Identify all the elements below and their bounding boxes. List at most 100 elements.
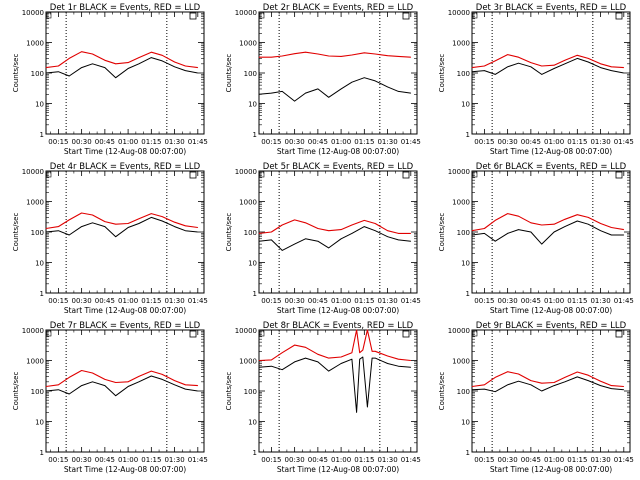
lld-point bbox=[328, 230, 330, 232]
lld-point bbox=[600, 63, 601, 65]
events-point bbox=[577, 58, 578, 59]
events-point bbox=[611, 388, 612, 389]
y-tick-label: 100 bbox=[244, 229, 257, 237]
lld-point bbox=[305, 347, 306, 348]
y-tick-label: 10000 bbox=[22, 327, 44, 335]
corner-marker bbox=[259, 12, 265, 19]
marker-box bbox=[189, 12, 197, 20]
x-tick-label: 01:15 bbox=[141, 138, 161, 146]
x-tick-label: 00:15 bbox=[261, 138, 281, 146]
marker-box bbox=[402, 12, 410, 20]
lld-point bbox=[81, 370, 82, 371]
lld-point bbox=[611, 385, 612, 386]
events-point bbox=[530, 384, 532, 386]
x-tick-label: 01:15 bbox=[567, 456, 587, 464]
events-point bbox=[68, 75, 70, 77]
events-point bbox=[92, 381, 93, 383]
lld-point bbox=[530, 380, 532, 381]
lld-point bbox=[305, 222, 306, 224]
lld-point bbox=[387, 230, 388, 232]
lld-point bbox=[174, 221, 175, 223]
events-point bbox=[104, 385, 106, 386]
x-tick-label: 01:00 bbox=[118, 456, 138, 464]
panel-1: Det 1r BLACK = Events, RED = LLD 1 10 100 10… bbox=[12, 3, 208, 156]
x-tick-label: 00:45 bbox=[521, 138, 541, 146]
lld-point bbox=[553, 382, 555, 383]
events-point bbox=[197, 72, 199, 74]
corner-marker bbox=[472, 12, 478, 19]
events-point bbox=[305, 92, 306, 94]
lld-point bbox=[577, 55, 578, 56]
events-point bbox=[58, 389, 59, 391]
events-point bbox=[374, 357, 376, 359]
x-tick-label: 01:45 bbox=[401, 456, 421, 464]
lld-point bbox=[410, 360, 412, 361]
events-point bbox=[68, 234, 70, 236]
events-point bbox=[258, 240, 260, 242]
marker-box bbox=[615, 12, 623, 20]
y-axis-label: Counts/sec bbox=[438, 54, 446, 93]
lld-point bbox=[58, 384, 59, 386]
panel-title: Det 6r BLACK = Events, RED = LLD bbox=[476, 162, 627, 172]
events-point bbox=[623, 234, 625, 236]
events-point bbox=[471, 71, 473, 73]
lld-point bbox=[410, 56, 412, 58]
y-tick-label: 100 bbox=[31, 388, 44, 396]
events-point bbox=[600, 67, 601, 68]
x-tick-label: 01:30 bbox=[590, 297, 610, 305]
lld-point bbox=[281, 55, 283, 57]
events-point bbox=[281, 250, 283, 251]
lld-point bbox=[58, 65, 59, 67]
events-point bbox=[587, 223, 589, 225]
events-point bbox=[611, 234, 612, 236]
x-tick-label: 00:30 bbox=[72, 297, 92, 305]
y-tick-label: 10000 bbox=[22, 168, 44, 176]
panel-6: Det 6r BLACK = Events, RED = LLD 1 10 100 10… bbox=[438, 162, 634, 315]
x-tick-label: 00:15 bbox=[48, 456, 68, 464]
lld-series-line bbox=[45, 369, 198, 388]
events-point bbox=[398, 91, 399, 92]
lld-point bbox=[281, 224, 283, 226]
events-point bbox=[58, 230, 59, 232]
events-point bbox=[45, 390, 47, 392]
lld-point bbox=[92, 53, 93, 55]
lld-point bbox=[611, 227, 612, 228]
lld-point bbox=[68, 58, 70, 59]
lld-point bbox=[294, 53, 295, 54]
y-tick-label: 1000 bbox=[452, 199, 470, 207]
panel-3: Det 3r BLACK = Events, RED = LLD 1 10 100 10… bbox=[438, 3, 634, 156]
events-series-line bbox=[258, 356, 411, 413]
events-point bbox=[271, 92, 272, 94]
lld-point bbox=[553, 64, 555, 66]
events-series-line bbox=[258, 77, 411, 102]
events-point bbox=[328, 370, 330, 372]
x-tick-label: 00:45 bbox=[521, 456, 541, 464]
events-point bbox=[151, 217, 152, 218]
events-point bbox=[305, 238, 306, 240]
x-axis-label: Start Time (12-Aug-08 00:07:00) bbox=[277, 306, 399, 315]
lld-point bbox=[507, 371, 508, 372]
x-tick-label: 00:15 bbox=[261, 456, 281, 464]
lld-point bbox=[258, 233, 260, 234]
x-tick-label: 01:30 bbox=[164, 138, 184, 146]
events-point bbox=[387, 363, 388, 364]
panel-title: Det 4r BLACK = Events, RED = LLD bbox=[50, 162, 201, 172]
events-point bbox=[541, 390, 543, 392]
x-tick-label: 00:30 bbox=[72, 456, 92, 464]
corner-marker bbox=[472, 330, 478, 337]
x-tick-label: 01:45 bbox=[188, 456, 208, 464]
corner-marker bbox=[259, 330, 265, 337]
lld-point bbox=[484, 228, 485, 229]
panel-title: Det 5r BLACK = Events, RED = LLD bbox=[263, 162, 414, 172]
y-tick-label: 1 bbox=[466, 449, 470, 457]
lld-point bbox=[185, 225, 186, 227]
y-tick-label: 1000 bbox=[239, 40, 257, 48]
y-tick-label: 1000 bbox=[26, 40, 44, 48]
panel-title: Det 9r BLACK = Events, RED = LLD bbox=[476, 321, 627, 331]
lld-series-line bbox=[45, 51, 198, 69]
events-point bbox=[387, 86, 388, 88]
events-series-line bbox=[471, 376, 624, 393]
events-point bbox=[197, 231, 199, 233]
events-point bbox=[356, 412, 357, 413]
